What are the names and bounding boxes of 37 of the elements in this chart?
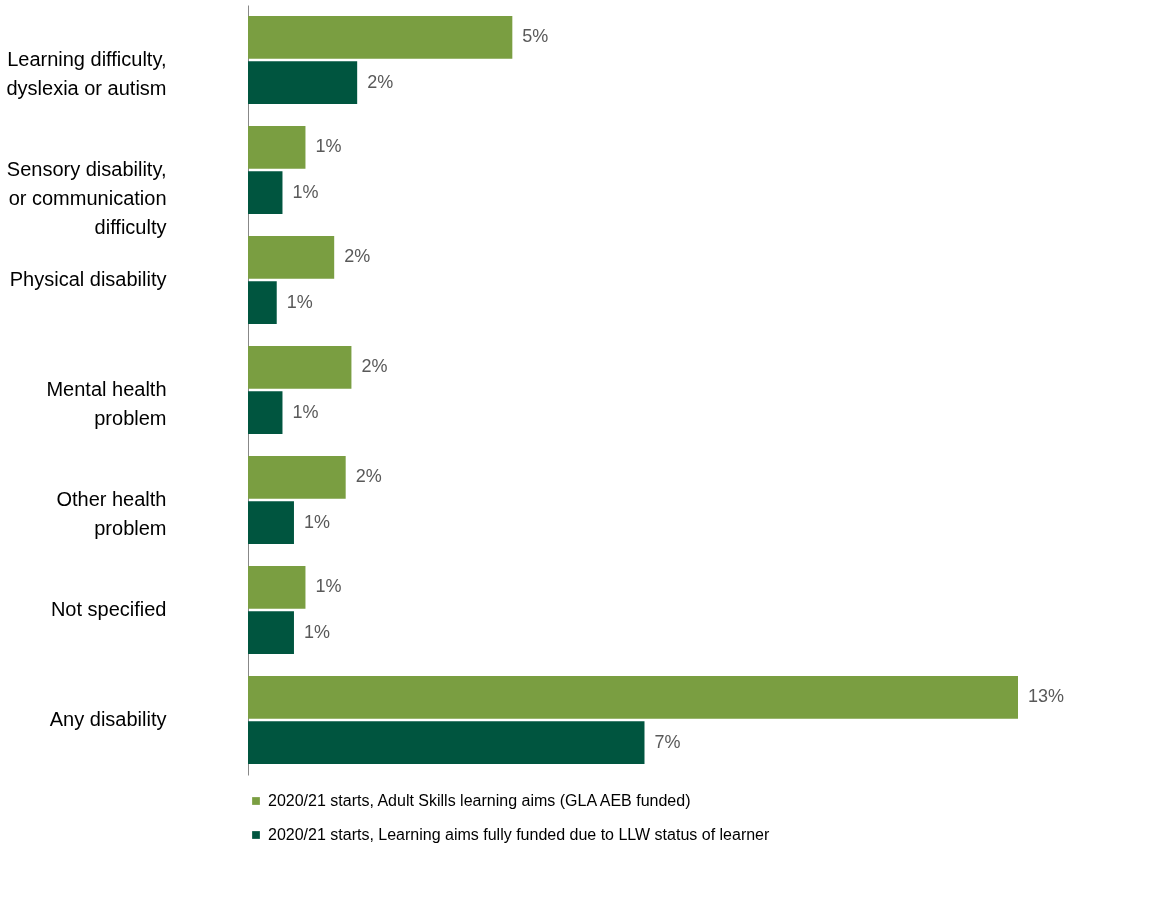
bar (248, 456, 346, 499)
legend-label: 2020/21 starts, Adult Skills learning aims (GLA AEB funded) (268, 792, 691, 809)
y-tick-label: Any disability (49, 708, 167, 730)
data-label: 1% (292, 401, 319, 422)
y-tick-label: Not specified (50, 598, 167, 620)
data-label: 1% (286, 291, 313, 312)
bar (248, 611, 294, 654)
bar (248, 721, 645, 764)
data-label: 2% (361, 356, 388, 377)
data-label: 1% (315, 576, 342, 597)
y-tick-label: Other health problem (56, 488, 167, 539)
bar (248, 171, 283, 214)
data-label: 1% (303, 511, 330, 532)
bar (248, 236, 335, 279)
bar (248, 391, 283, 434)
data-label: 2% (344, 246, 371, 267)
data-label: 2% (367, 71, 394, 92)
bar (248, 566, 306, 609)
y-tick-label: Sensory disability, or communication difficulty (6, 158, 167, 238)
y-tick-label: Learning difficulty, dyslexia or autism (6, 48, 167, 99)
y-tick-label: Physical disability (9, 268, 167, 290)
bar (248, 676, 1018, 719)
bar (248, 126, 306, 169)
bar (248, 501, 294, 544)
data-label: 5% (522, 26, 549, 47)
legend-label: 2020/21 starts, Learning aims fully funded due to LLW status of learner (268, 826, 770, 843)
data-label: 13% (1028, 686, 1065, 707)
data-label: 1% (303, 621, 330, 642)
data-label: 1% (315, 136, 342, 157)
bar (248, 16, 513, 59)
data-label: 1% (292, 181, 319, 202)
bar (248, 281, 277, 324)
data-label: 7% (654, 731, 681, 752)
y-tick-label: Mental health problem (46, 378, 167, 429)
bar (248, 346, 352, 389)
bar (248, 61, 358, 104)
data-label: 2% (355, 466, 382, 487)
